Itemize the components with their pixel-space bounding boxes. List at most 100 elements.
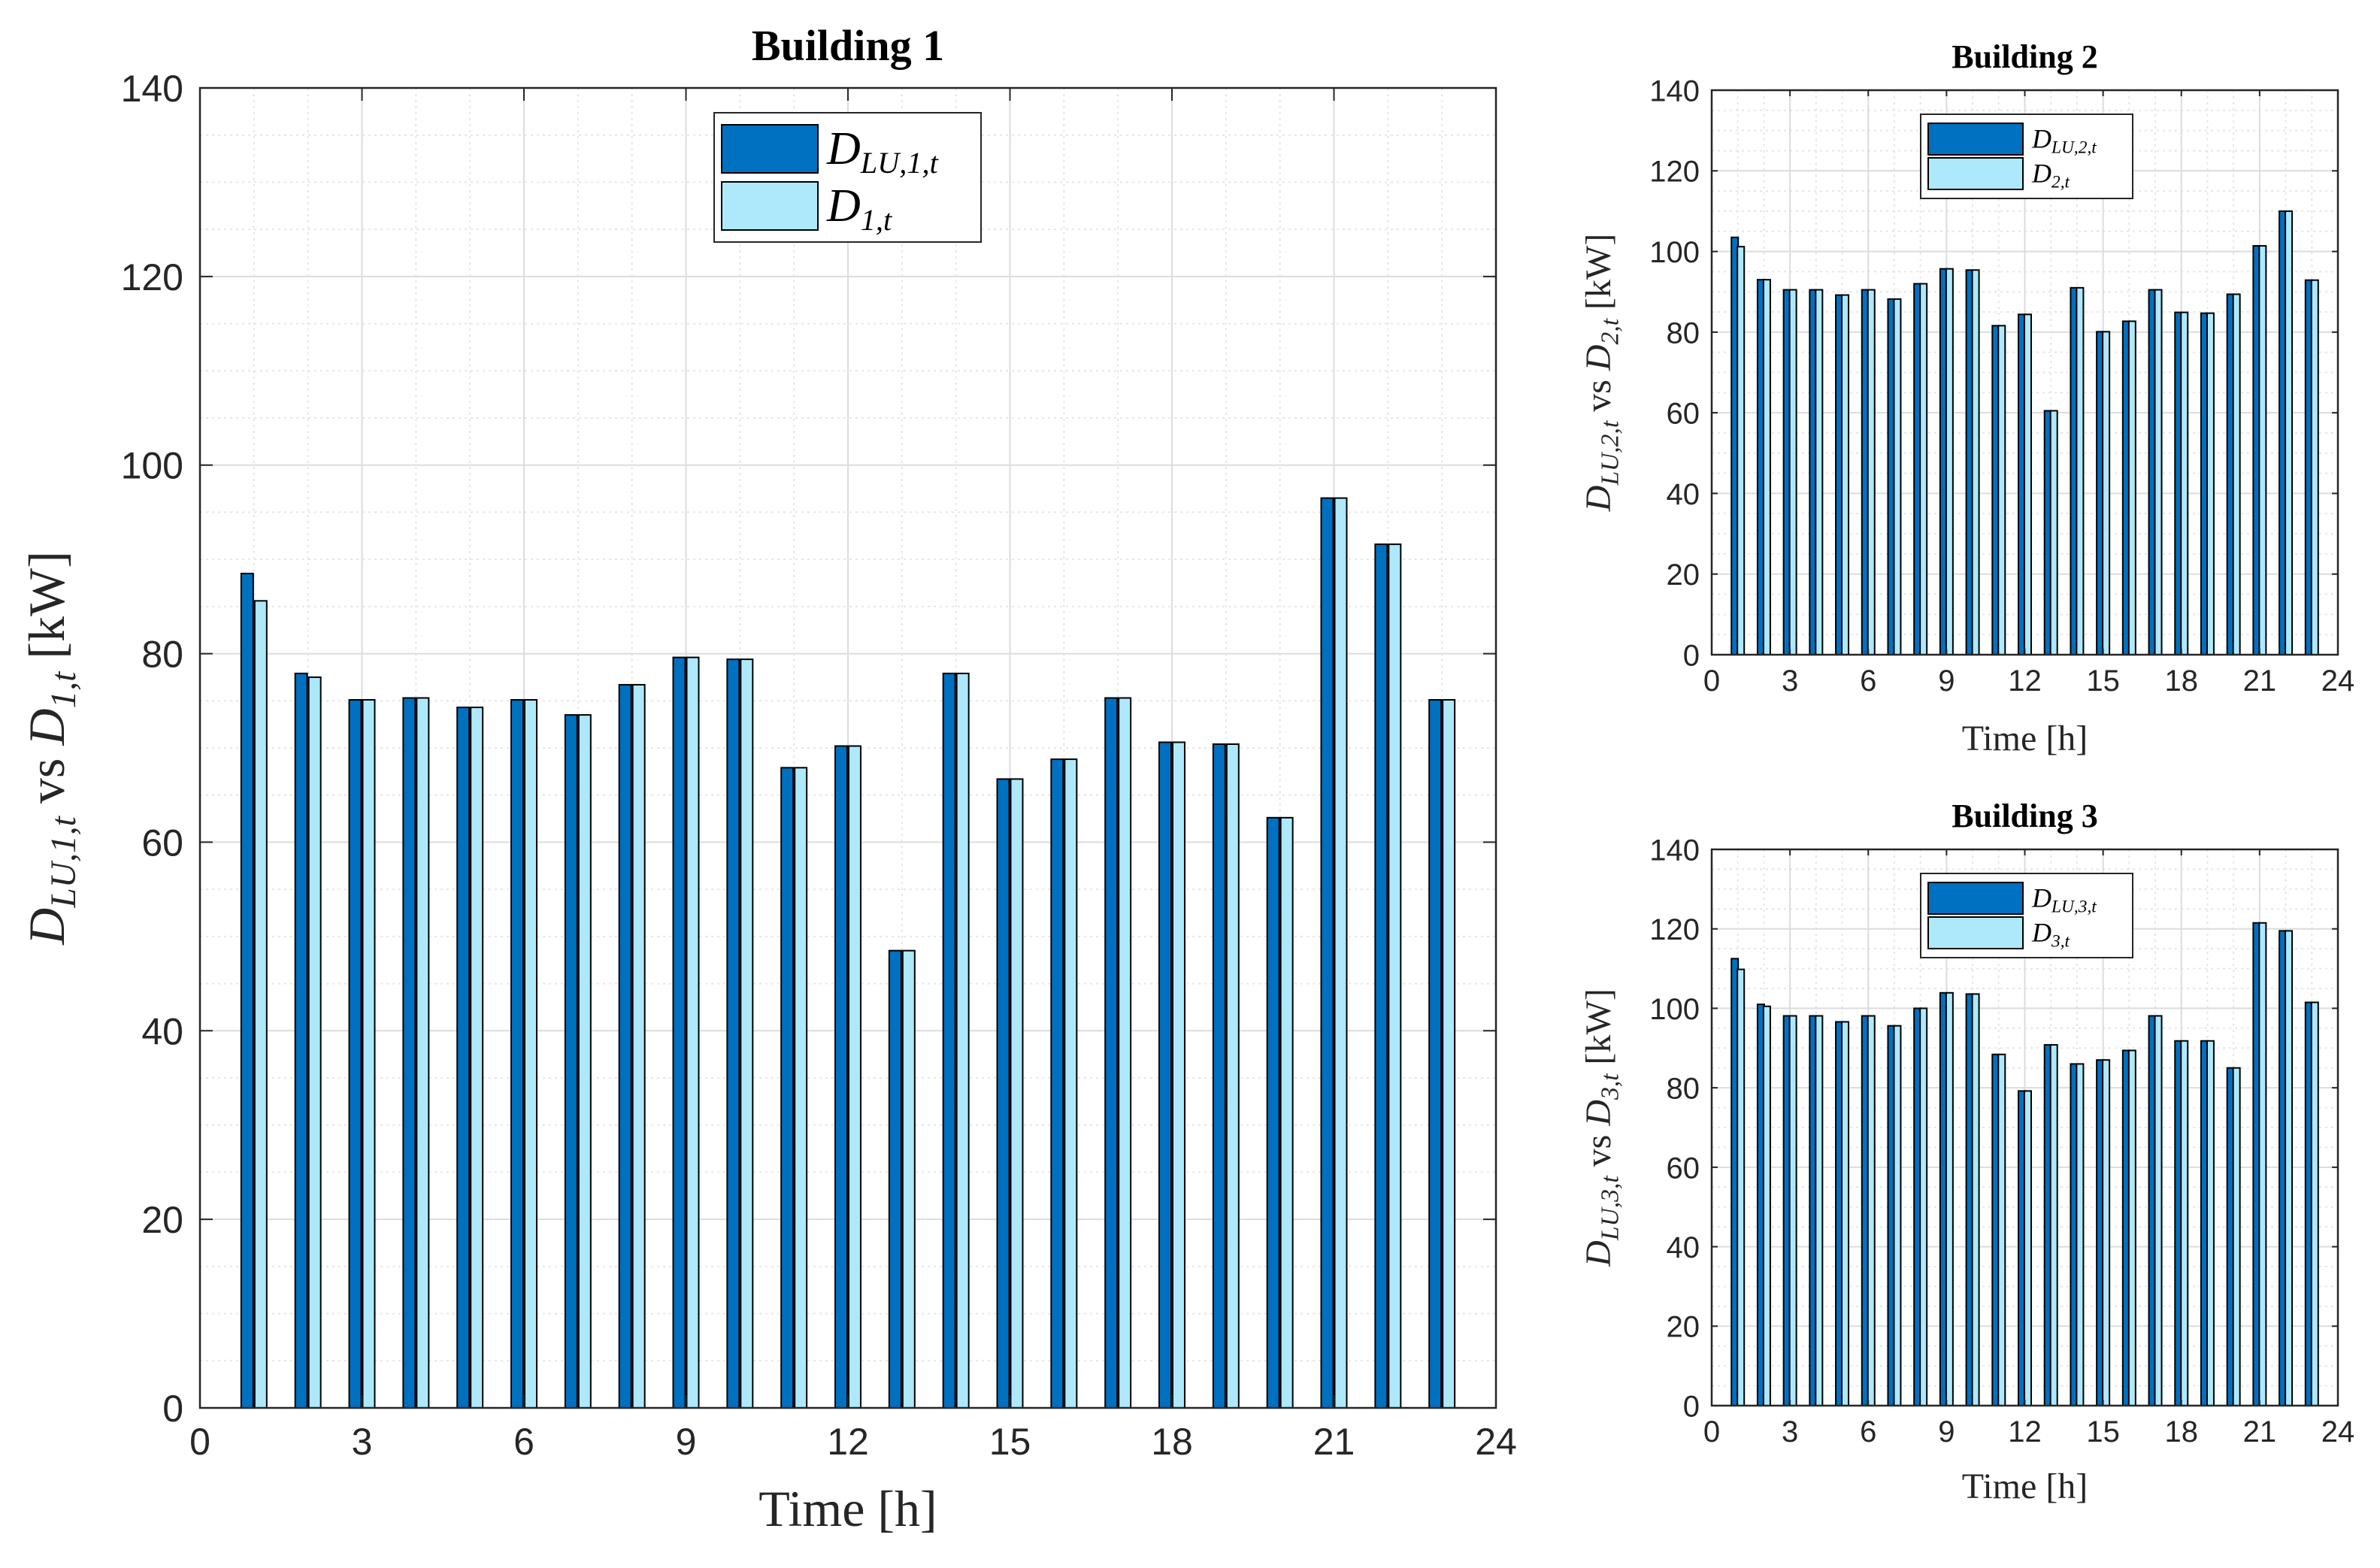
b2-ytick-label: 120 <box>1649 156 1700 189</box>
b2-ytick-label: 0 <box>1683 639 1700 672</box>
b2-bar <box>1841 294 1850 655</box>
b1-bar <box>942 672 956 1409</box>
b1-bar <box>253 600 268 1409</box>
b3-xtick-label: 0 <box>1703 1415 1720 1448</box>
b3-xtick-label: 3 <box>1782 1415 1798 1448</box>
b2-bar <box>2023 313 2032 655</box>
b1-bar <box>888 949 902 1409</box>
b2-xtick-label: 6 <box>1860 664 1876 698</box>
b3-chart: 0 3 6 9 12 15 18 21 24 0 20 40 60 80 100 120 140 Building… <box>1579 798 2354 1506</box>
b3-series-1 <box>1737 922 2319 1407</box>
b1-bar <box>564 714 578 1409</box>
b3-bar <box>2023 1090 2032 1407</box>
b1-bar <box>362 699 376 1409</box>
b2-xtick-label: 12 <box>2008 664 2042 698</box>
b3-bar <box>2206 1040 2215 1407</box>
b2-xtick-label: 0 <box>1703 664 1720 698</box>
b2-y-axis-label: DLU,2,t vs D2,t [kW] <box>1579 234 1625 513</box>
b2-bar <box>2285 210 2294 655</box>
b2-xtick-label: 15 <box>2086 664 2120 698</box>
b3-chart-title: Building 3 <box>1952 798 2097 834</box>
b3-xtick-label: 24 <box>2321 1415 2355 1448</box>
b1-bar <box>348 699 362 1409</box>
b2-xtick-label: 21 <box>2243 664 2277 698</box>
b1-bar <box>1050 758 1064 1409</box>
b1-bar <box>996 778 1010 1409</box>
b3-ytick-label: 120 <box>1649 913 1700 946</box>
b1-xtick-label: 18 <box>1151 1421 1193 1463</box>
b3-bar <box>2310 1001 2319 1406</box>
b2-legend-swatch <box>1927 157 2024 190</box>
b1-bar <box>740 658 754 1409</box>
b2-bar <box>1737 246 1746 655</box>
b1-xtick-label: 15 <box>989 1421 1031 1463</box>
b1-legend-swatch <box>721 124 819 174</box>
b2-xtick-label: 9 <box>1938 664 1955 698</box>
b3-xtick-label: 12 <box>2008 1415 2042 1448</box>
b2-legend-swatch <box>1927 123 2024 156</box>
b2-ytick-label: 40 <box>1667 478 1700 511</box>
b3-legend: DLU,3,tD3,t <box>1920 873 2133 958</box>
b1-bar <box>307 676 322 1409</box>
b1-bar <box>1266 816 1280 1409</box>
b2-x-axis-label: Time [h] <box>1962 719 2088 758</box>
b2-bar <box>2076 286 2085 655</box>
b1-bar <box>1010 778 1024 1409</box>
b1-chart-title: Building 1 <box>752 21 944 70</box>
b1-bar <box>1171 741 1185 1409</box>
b3-bar <box>2127 1049 2136 1406</box>
b2-bar <box>2049 410 2058 655</box>
b3-bar <box>2180 1040 2189 1407</box>
b3-bar <box>1815 1015 1824 1406</box>
b2-bar <box>1762 279 1771 655</box>
b2-bar <box>1971 269 1980 655</box>
b1-bar <box>1118 697 1132 1409</box>
b1-bar <box>1374 543 1388 1409</box>
b1-bar <box>510 699 525 1409</box>
b3-bar <box>1945 991 1954 1407</box>
b3-bar <box>2076 1063 2085 1407</box>
b3-ytick-label: 60 <box>1667 1152 1700 1185</box>
b1-ytick-label: 0 <box>162 1388 183 1430</box>
b1-bar <box>1225 743 1240 1409</box>
b2-bar <box>2258 245 2267 656</box>
b1-bar <box>834 745 849 1409</box>
b3-bar <box>1971 993 1980 1406</box>
b1-ytick-label: 40 <box>141 1010 183 1052</box>
b1-bar <box>1064 758 1078 1409</box>
b3-series-0 <box>1730 922 2313 1407</box>
b1-y-axis-label: DLU,1,t vs D1,t [kW] <box>18 551 83 946</box>
b2-bar <box>1945 268 1954 655</box>
b1-bar <box>631 683 646 1409</box>
b1-bar <box>470 707 484 1409</box>
b2-chart-title: Building 2 <box>1952 38 2097 75</box>
b2-ytick-label: 100 <box>1649 236 1700 269</box>
b1-legend-label: D1,t <box>826 180 892 237</box>
b1-ytick-label: 60 <box>141 822 183 864</box>
b1-x-axis-label: Time [h] <box>759 1480 937 1537</box>
b2-bar <box>1997 325 2006 655</box>
b3-ytick-label: 100 <box>1649 993 1700 1026</box>
b2-bar <box>2232 293 2241 655</box>
b1-bar <box>402 697 416 1409</box>
b3-bar <box>2285 930 2294 1407</box>
b1-xtick-label: 12 <box>827 1421 869 1463</box>
b3-legend-label: DLU,3,t <box>2031 883 2097 917</box>
b3-xtick-label: 15 <box>2086 1415 2120 1448</box>
b3-ytick-label: 80 <box>1667 1073 1700 1106</box>
b1-bar <box>618 683 632 1409</box>
b1-bar <box>794 767 808 1409</box>
b2-ytick-label: 60 <box>1667 398 1700 431</box>
b1-ytick-label: 120 <box>121 256 183 298</box>
b2-ytick-label: 140 <box>1649 74 1700 107</box>
b3-ytick-label: 40 <box>1667 1231 1700 1264</box>
b2-bar <box>1788 289 1797 655</box>
b1-bar <box>240 572 254 1409</box>
b2-legend-label: DLU,2,t <box>2031 124 2097 158</box>
b1-bar <box>1279 816 1294 1409</box>
b3-bar <box>2102 1059 2111 1406</box>
b2-ytick-label: 20 <box>1667 558 1700 592</box>
b3-bar <box>1841 1021 1850 1407</box>
b1-xtick-label: 24 <box>1475 1421 1517 1463</box>
